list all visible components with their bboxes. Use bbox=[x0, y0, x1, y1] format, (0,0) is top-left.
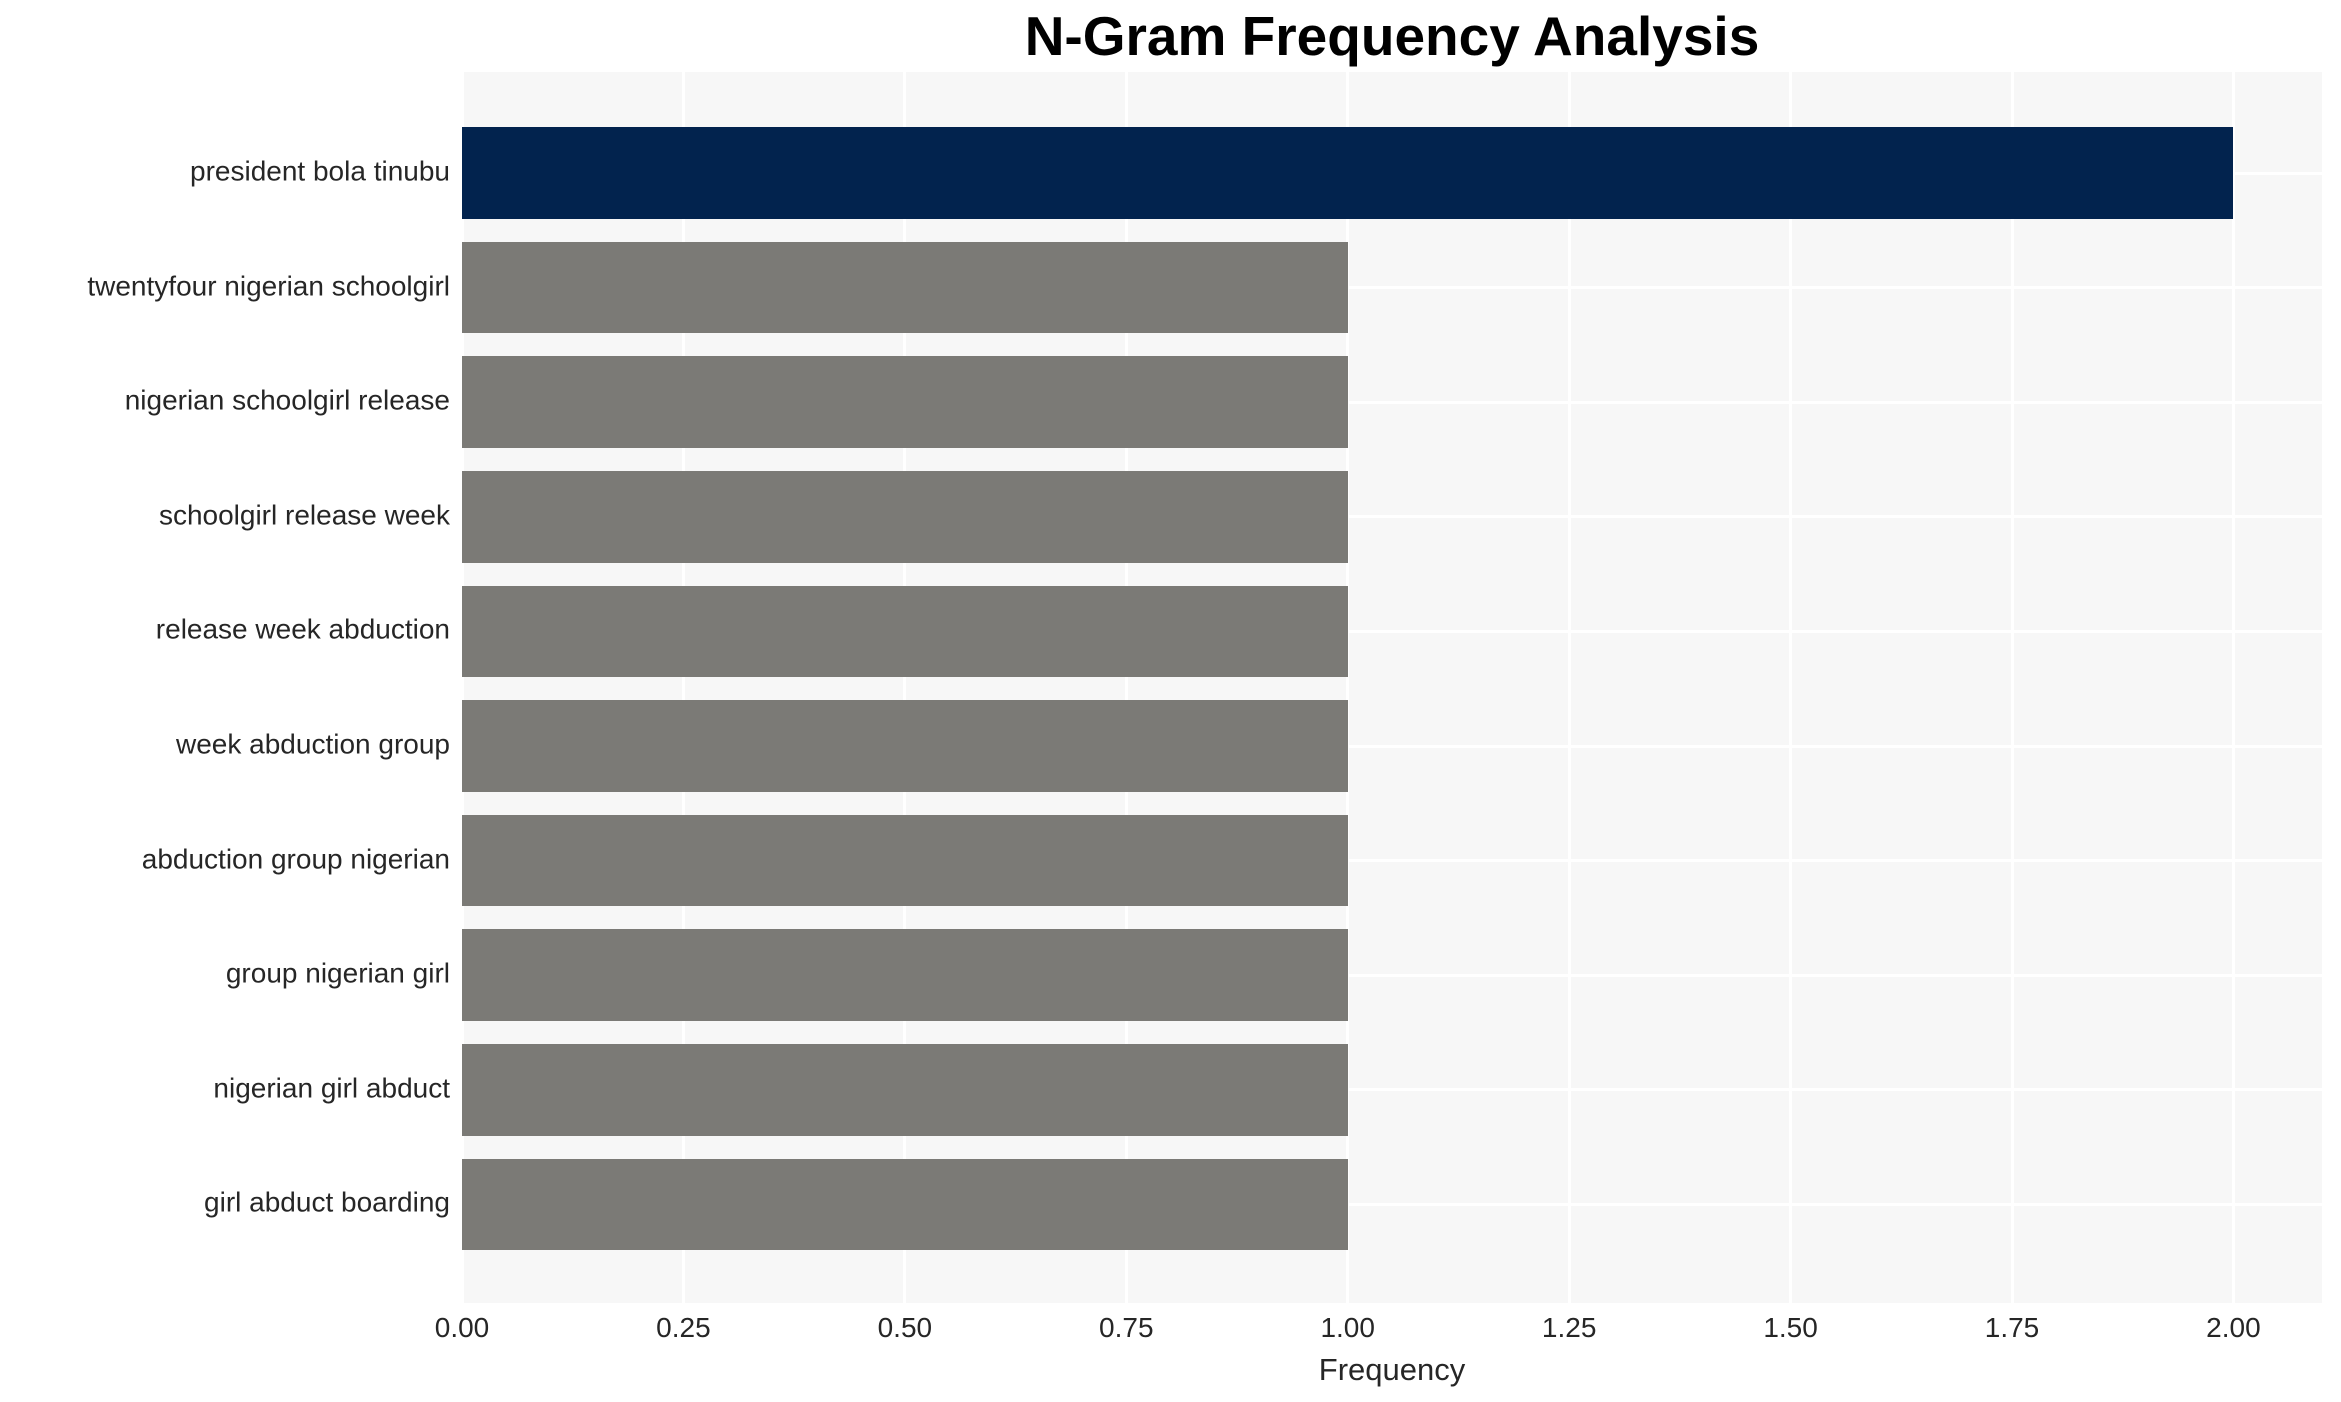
v-gridline bbox=[1789, 72, 1793, 1303]
x-tick-label: 1.75 bbox=[1984, 1312, 2040, 1343]
y-tick-label: week abduction group bbox=[176, 728, 450, 760]
h-gridline bbox=[462, 629, 2322, 633]
h-gridline bbox=[462, 744, 2322, 748]
x-axis-ticks: 0.00 0.25 0.50 0.75 1.00 1.25 1.50 1.75 2.00 bbox=[435, 1312, 2322, 1348]
y-tick-label: release week abduction bbox=[155, 614, 450, 646]
h-gridline bbox=[462, 1088, 2322, 1092]
v-gridline bbox=[1567, 72, 1571, 1303]
h-gridline bbox=[462, 859, 2322, 863]
h-gridline bbox=[462, 1202, 2322, 1206]
bar bbox=[462, 1044, 1348, 1136]
y-tick-label: nigerian girl abduct bbox=[213, 1072, 450, 1104]
y-tick-label: nigerian schoolgirl release bbox=[124, 384, 450, 416]
x-tick-label: 1.00 bbox=[1320, 1312, 1375, 1343]
y-tick-label: twentyfour nigerian schoolgirl bbox=[87, 270, 450, 302]
bar bbox=[462, 356, 1348, 448]
bar bbox=[462, 814, 1348, 907]
h-gridline bbox=[462, 973, 2322, 977]
x-axis-title: Frequency bbox=[1318, 1352, 1466, 1387]
v-gridline bbox=[460, 72, 464, 1303]
y-tick-label: abduction group nigerian bbox=[141, 843, 450, 875]
x-tick-label: 0.00 bbox=[434, 1312, 490, 1343]
x-tick-label: 1.50 bbox=[1763, 1312, 1818, 1343]
v-gridline bbox=[2231, 72, 2235, 1303]
v-gridline bbox=[903, 72, 907, 1303]
bar bbox=[462, 471, 1348, 563]
y-tick-label: president bola tinubu bbox=[190, 155, 450, 187]
bar bbox=[462, 585, 1348, 678]
y-tick-label: schoolgirl release week bbox=[158, 499, 450, 531]
h-gridline bbox=[462, 286, 2322, 290]
y-axis-labels: president bola tinubu twentyfour nigerian… bbox=[0, 72, 450, 1303]
x-tick-label: 0.25 bbox=[656, 1312, 711, 1343]
v-gridline bbox=[2010, 72, 2014, 1303]
bar bbox=[462, 127, 2234, 219]
v-gridline bbox=[1346, 72, 1350, 1303]
h-gridline bbox=[462, 515, 2322, 519]
x-tick-label: 2.00 bbox=[2206, 1312, 2261, 1343]
bar bbox=[462, 241, 1348, 334]
v-gridline bbox=[1124, 72, 1128, 1303]
h-gridline bbox=[462, 400, 2322, 404]
x-tick-label: 0.50 bbox=[877, 1312, 933, 1343]
x-tick-label: 0.75 bbox=[1099, 1312, 1154, 1343]
bar bbox=[462, 700, 1348, 792]
bar bbox=[462, 929, 1348, 1021]
chart-title: N-Gram Frequency Analysis bbox=[1024, 5, 1760, 67]
y-tick-label: girl abduct boarding bbox=[204, 1187, 450, 1219]
plot-area bbox=[460, 72, 2322, 1303]
bar bbox=[462, 1158, 1348, 1251]
v-gridline bbox=[681, 72, 685, 1303]
x-tick-label: 1.25 bbox=[1541, 1312, 1597, 1343]
y-tick-label: group nigerian girl bbox=[225, 957, 450, 989]
